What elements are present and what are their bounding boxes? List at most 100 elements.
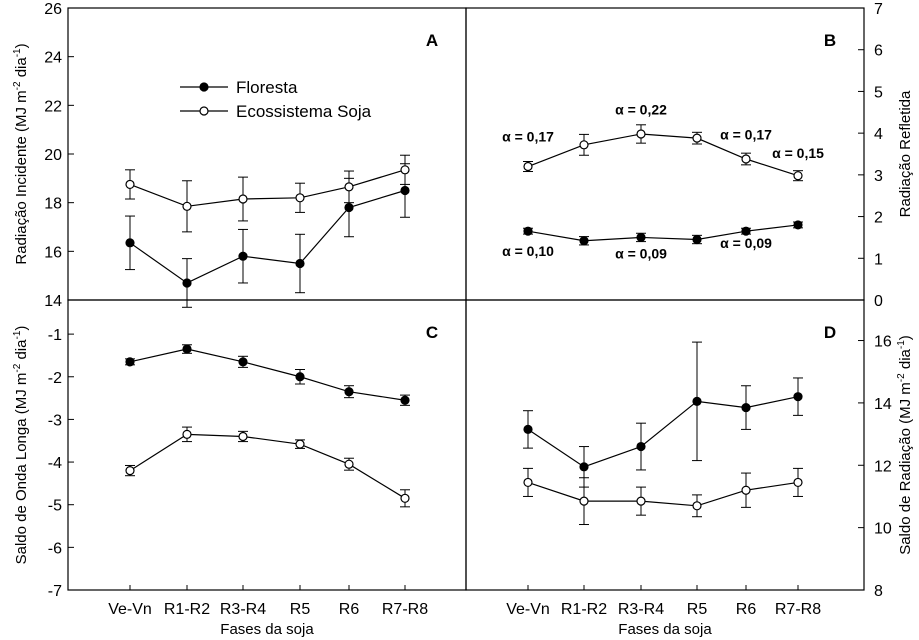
y-tick-label: 12	[874, 458, 892, 475]
y-tick-label: 20	[44, 147, 62, 164]
data-point	[238, 357, 248, 367]
data-point	[344, 182, 354, 192]
y-axis-label-part: dia	[13, 57, 30, 82]
data-point	[238, 194, 248, 204]
y-axis-label-part: dia	[897, 348, 914, 373]
y-axis-label-part: -2	[12, 363, 23, 372]
y-axis-label-part: -2	[12, 81, 23, 90]
y-tick-label: 16	[44, 244, 62, 261]
legend: Floresta Ecossistema Soja	[180, 78, 372, 121]
x-axis-label: Fases da soja	[220, 621, 314, 638]
y-tick-label: 18	[44, 196, 62, 213]
y-tick-label: 5	[874, 84, 883, 101]
data-point	[344, 387, 354, 397]
data-point	[523, 226, 533, 236]
data-point	[692, 133, 702, 143]
alpha-annotation: α = 0,15	[772, 145, 824, 161]
x-tick-label: R3-R4	[220, 601, 266, 618]
legend-entry: Ecossistema Soja	[236, 102, 372, 121]
y-tick-label: 4	[874, 126, 883, 143]
series-ecossistema-soja	[523, 467, 803, 526]
panel-frame	[67, 299, 467, 591]
series-ecossistema-soja	[523, 124, 803, 182]
data-point	[182, 344, 192, 354]
y-tick-label: 6	[874, 43, 883, 60]
y-tick-label: 24	[44, 50, 62, 67]
panel-label: C	[426, 323, 438, 342]
alpha-annotation: α = 0,10	[502, 243, 554, 259]
series-ecossistema-soja	[125, 154, 410, 233]
y-tick-label: -4	[48, 455, 62, 472]
data-point	[295, 258, 305, 269]
alpha-annotation: α = 0,09	[615, 245, 667, 261]
panel-label: B	[824, 31, 836, 50]
y-axis-label-part: )	[13, 43, 30, 48]
data-point	[295, 193, 305, 203]
data-point	[793, 171, 803, 181]
y-axis-label: Radiação Refletida	[897, 90, 914, 217]
y-axis-label-part: -1	[12, 48, 23, 57]
y-axis-label-part: -1	[896, 340, 907, 349]
data-point	[636, 496, 646, 506]
x-tick-label: Ve-Vn	[506, 601, 550, 618]
data-point	[344, 459, 354, 469]
series-line	[129, 433, 406, 499]
y-axis-label-part: dia	[13, 339, 30, 364]
series-floresta	[125, 163, 410, 308]
series-line	[129, 348, 406, 401]
y-tick-label: -7	[48, 583, 62, 600]
series-line	[527, 481, 799, 507]
x-axis-label: Fases da soja	[618, 621, 712, 638]
data-point	[295, 439, 305, 449]
data-point	[579, 236, 589, 246]
y-axis-label: Radiação Incidente (MJ m-2 dia-1)	[12, 43, 30, 264]
y-axis-label: Saldo de Onda Longa (MJ m-2 dia-1)	[12, 326, 30, 565]
y-tick-label: 1	[874, 251, 883, 268]
series-ecossistema-soja	[125, 426, 410, 508]
series-line	[129, 169, 406, 207]
data-point	[523, 161, 533, 172]
data-point	[636, 441, 646, 452]
y-tick-label: 16	[874, 334, 892, 351]
data-point	[125, 465, 135, 476]
alpha-annotation: α = 0,17	[720, 126, 772, 142]
y-axis-label: Saldo de Radiação (MJ m-2 dia-1)	[896, 335, 914, 555]
data-point	[793, 392, 803, 402]
data-point	[400, 493, 410, 503]
data-point	[400, 395, 410, 405]
y-axis-label-part: Saldo de Onda Longa (MJ m	[13, 373, 30, 565]
y-axis-label-part: Radiação Incidente (MJ m	[13, 90, 30, 264]
data-point	[238, 431, 248, 442]
panel-d: D 8 10 12 14 16 Ve-Vn R1-R2 R3-R4 R5 R6 R7-R8 Fases …	[465, 299, 914, 638]
y-axis-label-part: )	[13, 326, 30, 331]
data-point	[692, 396, 702, 406]
data-point	[182, 278, 192, 288]
y-tick-label: 10	[874, 521, 892, 538]
series-floresta	[523, 341, 803, 488]
data-point	[125, 238, 135, 248]
data-point	[579, 140, 589, 150]
y-tick-label: -2	[48, 370, 62, 387]
x-tick-label: R5	[290, 601, 311, 618]
panel-label: A	[426, 31, 438, 50]
x-tick-label: R7-R8	[382, 601, 428, 618]
alpha-annotation: α = 0,09	[720, 235, 772, 251]
alpha-annotation: α = 0,22	[615, 101, 667, 117]
series-line	[527, 133, 799, 177]
data-point	[741, 226, 751, 236]
y-tick-label: 8	[874, 583, 883, 600]
data-point	[523, 477, 533, 488]
y-tick-label: 14	[874, 396, 892, 413]
panel-c: C -7 -6 -5 -4 -3 -2 -1 Ve-Vn R1-R2 R3-R4 R5 R6 R7-R8 F…	[12, 299, 467, 638]
panel-label: D	[824, 323, 836, 342]
data-point	[692, 234, 702, 245]
data-point	[579, 496, 589, 506]
x-tick-label: R6	[736, 601, 757, 618]
x-tick-label: R5	[687, 601, 708, 618]
data-point	[182, 429, 192, 439]
series-line	[527, 396, 799, 468]
y-tick-label: -3	[48, 412, 62, 429]
data-point	[182, 201, 192, 211]
